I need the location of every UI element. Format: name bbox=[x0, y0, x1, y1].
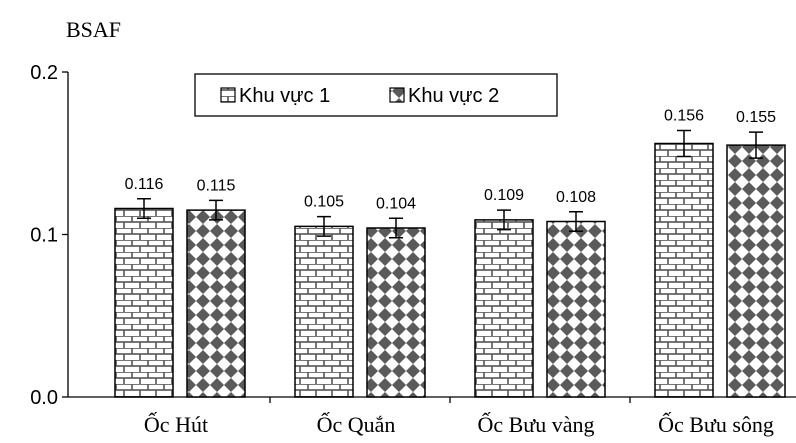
data-label: 0.109 bbox=[484, 187, 524, 204]
bar bbox=[546, 220, 606, 398]
bar bbox=[654, 142, 714, 398]
x-tick-label: Ốc Quắn bbox=[317, 412, 396, 437]
data-label: 0.115 bbox=[197, 177, 236, 194]
y-tick-label: 0.0 bbox=[30, 387, 58, 409]
y-tick-label: 0.2 bbox=[30, 62, 58, 84]
bars: 0.116 0.115 0.105 0.104 0.109 0.108 0.156 0.155 bbox=[114, 108, 786, 398]
data-label: 0.105 bbox=[304, 194, 344, 211]
legend-swatch bbox=[220, 87, 236, 103]
legend-swatch bbox=[389, 87, 405, 103]
y-tick-label: 0.1 bbox=[30, 225, 58, 247]
legend: Khu vực 1 Khu vực 2 bbox=[194, 73, 558, 117]
data-label: 0.108 bbox=[556, 189, 596, 206]
data-label: 0.116 bbox=[125, 176, 164, 193]
data-label: 0.155 bbox=[736, 109, 776, 126]
x-tick-label: Ốc Bưu sông bbox=[658, 412, 774, 437]
legend-label: Khu vực 1 bbox=[239, 85, 330, 107]
data-label: 0.104 bbox=[376, 195, 416, 212]
data-label: 0.156 bbox=[664, 108, 704, 125]
y-axis-title: BSAF bbox=[66, 17, 121, 42]
bar bbox=[366, 227, 426, 398]
bar bbox=[726, 144, 786, 398]
x-tick-label: Ốc Hút bbox=[144, 412, 208, 437]
bar bbox=[186, 209, 246, 398]
bar bbox=[114, 207, 174, 398]
bar bbox=[294, 225, 354, 398]
axes: 0.0 0.1 0.2 Ốc Hút Ốc Quắn Ốc Bưu vàng Ốc Bưu … bbox=[30, 62, 796, 437]
legend-box bbox=[194, 73, 558, 117]
x-tick-label: Ốc Bưu vàng bbox=[477, 412, 594, 437]
bar bbox=[474, 219, 534, 398]
legend-label: Khu vực 2 bbox=[408, 85, 499, 107]
